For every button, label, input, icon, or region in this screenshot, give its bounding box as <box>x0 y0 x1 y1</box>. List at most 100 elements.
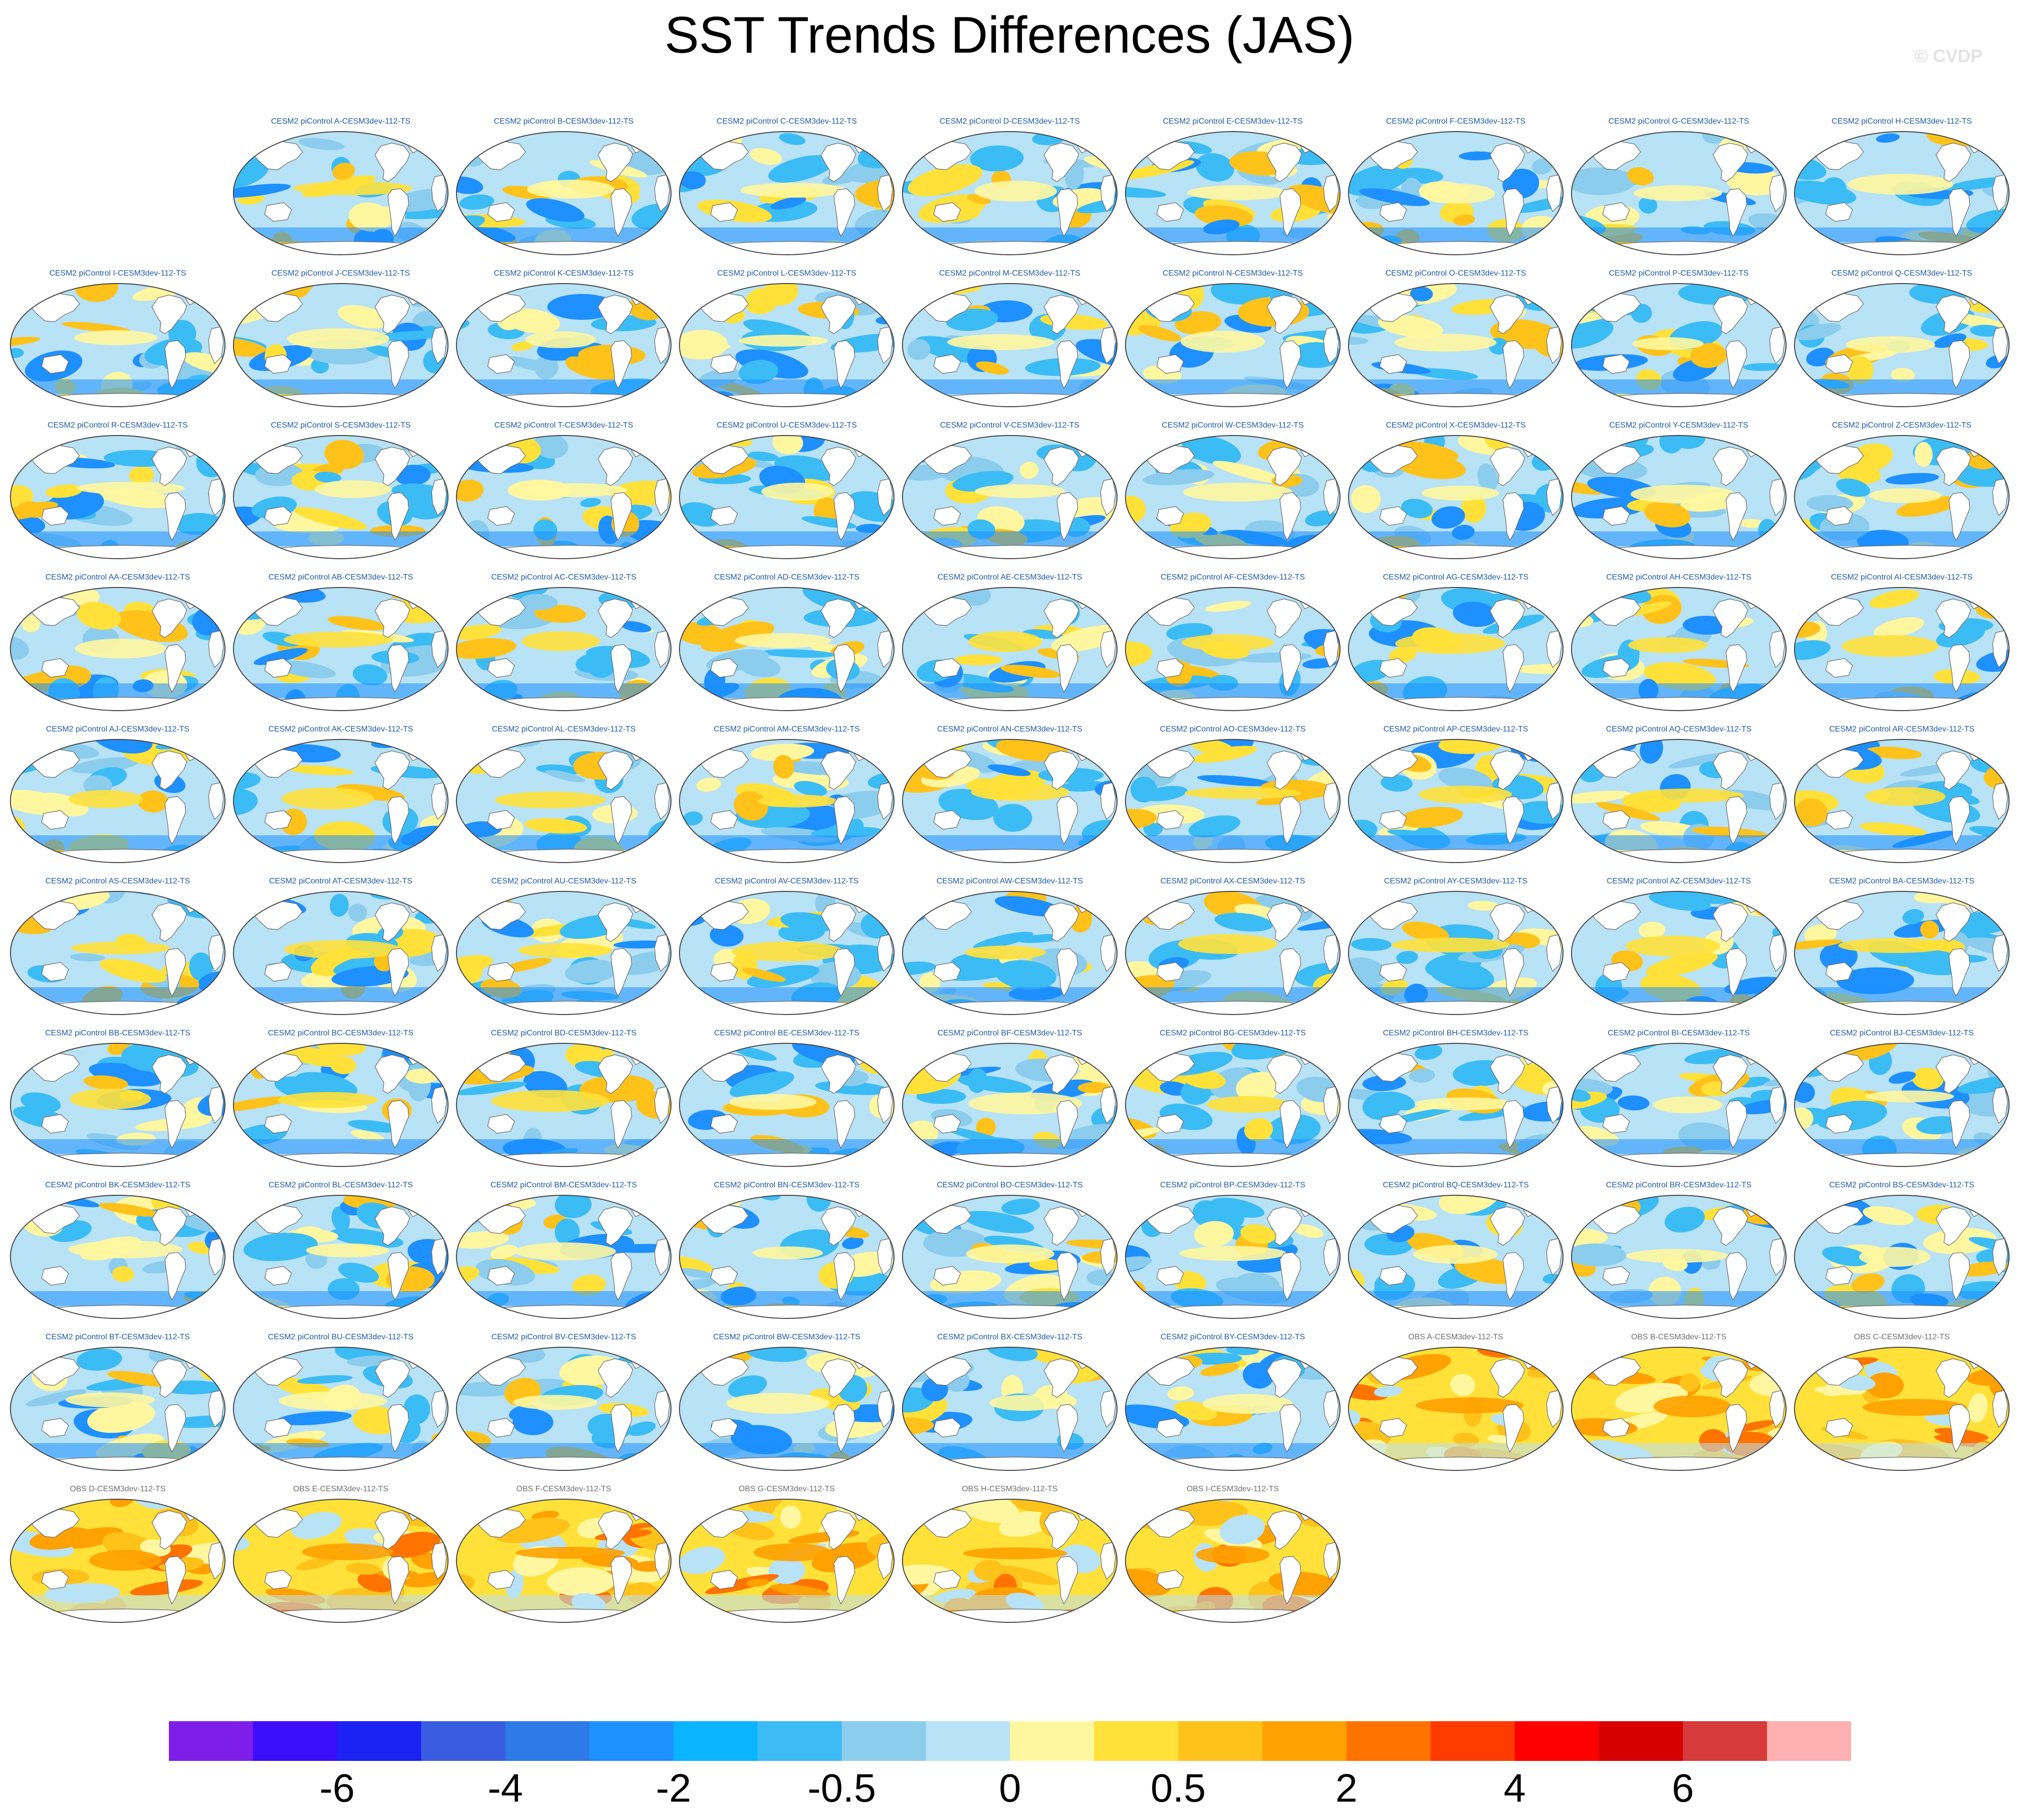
map-panel-title: CESM2 piControl BX-CESM3dev-112-TS <box>937 1333 1083 1341</box>
map-panel-grid: CESM2 piControl A-CESM3dev-112-TS CESM2 p… <box>9 117 2011 1624</box>
map-panel: CESM2 piControl U-CESM3dev-112-TS <box>678 421 896 560</box>
map-panel-title: OBS H-CESM3dev-112-TS <box>962 1485 1058 1493</box>
sst-map <box>233 435 449 559</box>
map-panel: CESM2 piControl BO-CESM3dev-112-TS <box>901 1181 1119 1320</box>
sst-map <box>10 1499 225 1623</box>
colorbar-box <box>1094 1721 1179 1761</box>
map-panel-title: CESM2 piControl AQ-CESM3dev-112-TS <box>1606 725 1752 733</box>
sst-map <box>10 1195 225 1319</box>
sst-map <box>233 1195 449 1319</box>
map-panel: CESM2 piControl J-CESM3dev-112-TS <box>232 269 449 408</box>
colorbar-tick-label: -4 <box>487 1766 523 1810</box>
colorbar-box <box>1346 1721 1431 1761</box>
sst-map <box>233 1499 449 1623</box>
sst-map <box>1794 739 2010 863</box>
sst-map <box>679 739 895 863</box>
map-panel: CESM2 piControl V-CESM3dev-112-TS <box>901 421 1119 560</box>
map-panel-title: CESM2 piControl Y-CESM3dev-112-TS <box>1609 421 1748 430</box>
map-panel-title: CESM2 piControl BO-CESM3dev-112-TS <box>936 1181 1083 1189</box>
sst-map <box>456 1347 672 1471</box>
map-panel-title: CESM2 piControl BB-CESM3dev-112-TS <box>45 1029 191 1037</box>
map-panel-title: CESM2 piControl BV-CESM3dev-112-TS <box>491 1333 636 1341</box>
map-panel: CESM2 piControl BW-CESM3dev-112-TS <box>678 1333 896 1472</box>
map-panel-title: CESM2 piControl K-CESM3dev-112-TS <box>494 269 634 278</box>
sst-map <box>456 1195 672 1319</box>
map-panel-title: CESM2 piControl BC-CESM3dev-112-TS <box>268 1029 414 1037</box>
map-panel-title: CESM2 piControl AS-CESM3dev-112-TS <box>45 877 190 885</box>
colorbar-box <box>1430 1721 1515 1761</box>
sst-map <box>456 1499 672 1623</box>
map-panel-title: CESM2 piControl AN-CESM3dev-112-TS <box>937 725 1083 733</box>
sst-map <box>1125 435 1341 559</box>
map-panel-title: CESM2 piControl AM-CESM3dev-112-TS <box>713 725 860 733</box>
map-panel: CESM2 piControl BL-CESM3dev-112-TS <box>232 1181 449 1320</box>
map-panel: CESM2 piControl AP-CESM3dev-112-TS <box>1347 725 1565 864</box>
map-panel: CESM2 piControl BE-CESM3dev-112-TS <box>678 1029 896 1168</box>
map-panel: OBS E-CESM3dev-112-TS <box>232 1485 449 1624</box>
sst-map <box>1125 283 1341 407</box>
map-panel: CESM2 piControl AR-CESM3dev-112-TS <box>1793 725 2011 864</box>
map-panel: CESM2 piControl Q-CESM3dev-112-TS <box>1793 269 2011 408</box>
map-panel: CESM2 piControl AX-CESM3dev-112-TS <box>1124 877 1342 1016</box>
map-panel: OBS B-CESM3dev-112-TS <box>1570 1333 1788 1472</box>
sst-map <box>1348 739 1564 863</box>
sst-map <box>10 435 225 559</box>
map-panel-title: CESM2 piControl V-CESM3dev-112-TS <box>940 421 1080 430</box>
map-panel-title: CESM2 piControl E-CESM3dev-112-TS <box>1163 117 1303 126</box>
map-panel: OBS D-CESM3dev-112-TS <box>9 1485 226 1624</box>
colorbar-box <box>337 1721 422 1761</box>
sst-map <box>1125 131 1341 255</box>
map-panel: CESM2 piControl H-CESM3dev-112-TS <box>1793 117 2011 256</box>
sst-map <box>1348 891 1564 1015</box>
sst-map <box>1348 131 1564 255</box>
map-panel: CESM2 piControl BI-CESM3dev-112-TS <box>1570 1029 1788 1168</box>
colorbar-box <box>1178 1721 1263 1761</box>
sst-map <box>233 1043 449 1167</box>
map-panel-title: CESM2 piControl U-CESM3dev-112-TS <box>716 421 857 430</box>
map-panel-title: CESM2 piControl AB-CESM3dev-112-TS <box>268 573 413 582</box>
colorbar-box <box>169 1721 253 1761</box>
map-panel: CESM2 piControl BS-CESM3dev-112-TS <box>1793 1181 2011 1320</box>
map-panel-title: CESM2 piControl AV-CESM3dev-112-TS <box>715 877 859 885</box>
sst-map <box>1571 131 1787 255</box>
map-panel-title: CESM2 piControl BR-CESM3dev-112-TS <box>1606 1181 1752 1189</box>
map-panel: CESM2 piControl AU-CESM3dev-112-TS <box>455 877 673 1016</box>
map-panel-title: OBS A-CESM3dev-112-TS <box>1408 1333 1503 1341</box>
map-panel: CESM2 piControl Y-CESM3dev-112-TS <box>1570 421 1788 560</box>
sst-map <box>10 739 225 863</box>
map-panel-title: CESM2 piControl AU-CESM3dev-112-TS <box>491 877 637 885</box>
map-panel: CESM2 piControl F-CESM3dev-112-TS <box>1347 117 1565 256</box>
sst-map <box>1571 283 1787 407</box>
sst-map <box>902 1347 1118 1471</box>
map-panel: CESM2 piControl AK-CESM3dev-112-TS <box>232 725 449 864</box>
sst-map <box>902 1499 1118 1623</box>
map-panel-title: CESM2 piControl BW-CESM3dev-112-TS <box>713 1333 861 1341</box>
sst-map <box>679 131 895 255</box>
colorbar-tick-label: 2 <box>1335 1766 1358 1810</box>
sst-map <box>1571 587 1787 711</box>
colorbar-tick-label: -0.5 <box>807 1766 876 1810</box>
map-panel: CESM2 piControl D-CESM3dev-112-TS <box>901 117 1119 256</box>
map-panel-title: CESM2 piControl BI-CESM3dev-112-TS <box>1607 1029 1750 1037</box>
map-panel-title: CESM2 piControl BJ-CESM3dev-112-TS <box>1830 1029 1974 1037</box>
map-panel: CESM2 piControl BN-CESM3dev-112-TS <box>678 1181 896 1320</box>
map-panel-title: CESM2 piControl AZ-CESM3dev-112-TS <box>1606 877 1751 885</box>
map-panel-title: CESM2 piControl H-CESM3dev-112-TS <box>1831 117 1972 126</box>
map-panel: OBS H-CESM3dev-112-TS <box>901 1485 1119 1624</box>
sst-map <box>233 739 449 863</box>
map-panel-title: CESM2 piControl AE-CESM3dev-112-TS <box>937 573 1082 582</box>
map-panel: CESM2 piControl BG-CESM3dev-112-TS <box>1124 1029 1342 1168</box>
map-panel-title: CESM2 piControl BH-CESM3dev-112-TS <box>1383 1029 1529 1037</box>
map-panel-title: CESM2 piControl AF-CESM3dev-112-TS <box>1160 573 1305 582</box>
sst-map <box>1348 587 1564 711</box>
map-panel-title: CESM2 piControl F-CESM3dev-112-TS <box>1386 117 1526 126</box>
colorbar-box <box>1598 1721 1683 1761</box>
map-panel: CESM2 piControl AE-CESM3dev-112-TS <box>901 573 1119 712</box>
map-panel: CESM2 piControl E-CESM3dev-112-TS <box>1124 117 1342 256</box>
sst-map <box>1571 891 1787 1015</box>
sst-map <box>1571 435 1787 559</box>
map-panel: CESM2 piControl BQ-CESM3dev-112-TS <box>1347 1181 1565 1320</box>
sst-map <box>902 891 1118 1015</box>
sst-map <box>1125 739 1341 863</box>
map-panel: CESM2 piControl I-CESM3dev-112-TS <box>9 269 226 408</box>
